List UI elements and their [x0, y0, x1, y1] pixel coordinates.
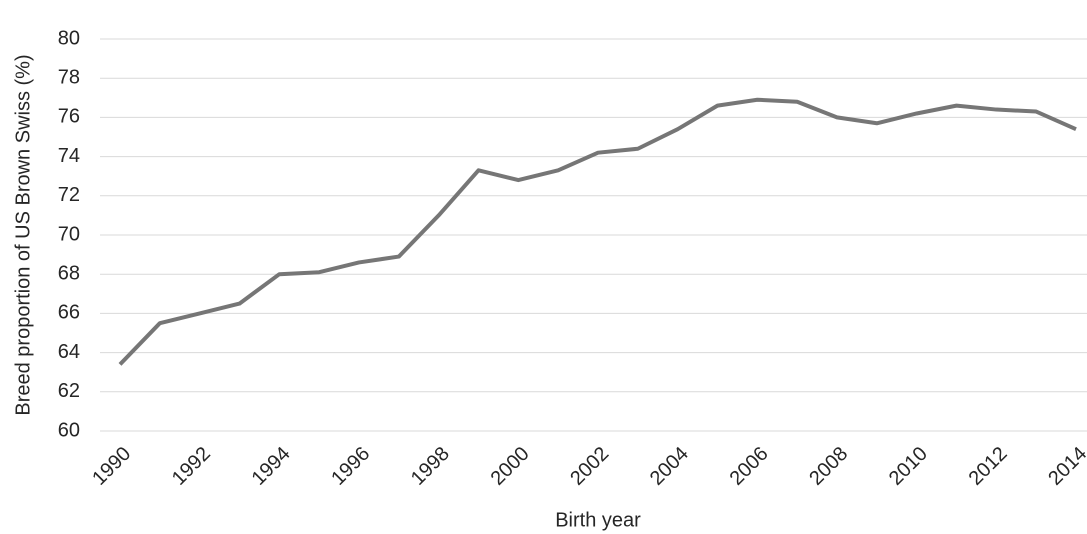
x-tick-label: 2010	[885, 443, 932, 490]
y-tick-label: 72	[58, 184, 80, 206]
x-tick-label: 1996	[327, 443, 374, 490]
y-tick-label: 74	[58, 145, 80, 167]
x-tick-label: 2012	[965, 443, 1012, 490]
data-line	[118, 97, 1077, 366]
x-tick-label: 2000	[487, 443, 534, 490]
x-tick-label: 1992	[168, 443, 215, 490]
y-tick-label: 60	[58, 419, 80, 441]
y-tick-label: 64	[58, 341, 80, 363]
y-tick-label: 70	[58, 223, 80, 245]
y-tick-label: 78	[58, 66, 80, 88]
x-axis-title: Birth year	[555, 509, 641, 531]
y-tick-label: 66	[58, 302, 80, 324]
x-tick-label: 2002	[566, 443, 613, 490]
y-tick-label: 68	[58, 262, 80, 284]
y-axis-title: Breed proportion of US Brown Swiss (%)	[12, 54, 34, 415]
x-tick-label: 1990	[88, 443, 135, 490]
x-tick-label: 2006	[726, 443, 773, 490]
y-tick-label: 80	[58, 27, 80, 49]
x-tick-label: 1994	[248, 443, 295, 490]
x-tick-label: 2014	[1044, 443, 1087, 490]
x-tick-label: 2008	[805, 443, 852, 490]
x-tick-label: 2004	[646, 443, 693, 490]
y-tick-label: 76	[58, 106, 80, 128]
x-tick-label: 1998	[407, 443, 454, 490]
y-tick-label: 62	[58, 380, 80, 402]
